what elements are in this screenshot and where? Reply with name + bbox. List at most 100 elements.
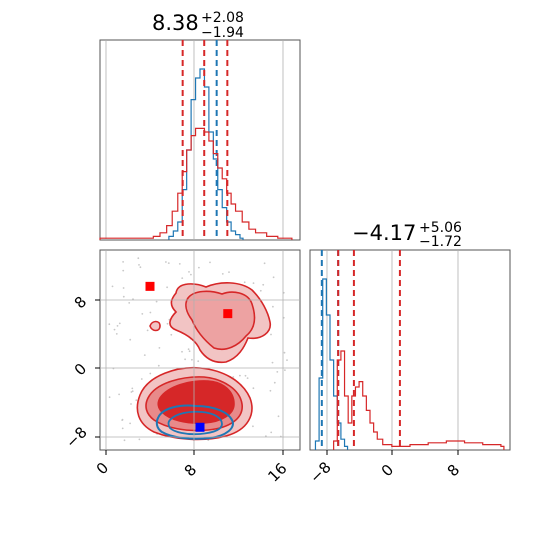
panel-3-xtick-label: 8 <box>181 461 200 480</box>
scatter-point <box>146 329 149 332</box>
panel-1-title-minus: −1.94 <box>201 25 244 41</box>
panel-3-xtick-label: 0 <box>93 459 112 478</box>
scatter-point <box>155 300 158 303</box>
panel-3-ytick-label: −8 <box>62 423 90 451</box>
scatter-point <box>118 393 120 396</box>
scatter-point <box>122 269 125 272</box>
scatter-point <box>184 358 187 361</box>
joint-upper-mode-inner-contour <box>185 290 256 351</box>
scatter-point <box>122 295 125 298</box>
scatter-point <box>262 283 265 286</box>
scatter-point <box>252 425 254 428</box>
scatter-point <box>270 333 272 336</box>
scatter-point <box>232 376 235 378</box>
scatter-point <box>269 389 272 392</box>
scatter-point <box>113 328 116 331</box>
panel-1-histograms <box>99 40 293 240</box>
scatter-point <box>118 322 121 325</box>
scatter-point <box>284 369 286 371</box>
panel-1-title: 8.38 <box>152 11 199 35</box>
scatter-point <box>221 273 224 275</box>
scatter-point <box>246 377 249 379</box>
scatter-point <box>137 257 140 260</box>
joint-blue-inner-contour <box>167 410 223 436</box>
panel-2-title: −4.17 <box>352 221 416 245</box>
scatter-point <box>273 381 276 384</box>
histogram-series-1 <box>99 127 293 240</box>
scatter-point <box>272 305 274 308</box>
scatter-point <box>130 391 133 393</box>
scatter-point <box>158 347 161 349</box>
panel-1-title-value: 8.38 <box>152 11 199 35</box>
scatter-point <box>115 333 118 335</box>
truth-marker-1 <box>223 309 233 319</box>
truth-marker-2 <box>195 422 205 432</box>
scatter-point <box>170 333 173 336</box>
scatter-point <box>181 277 184 279</box>
histogram-series-1 <box>333 350 505 450</box>
scatter-point <box>141 313 144 315</box>
panel-2-xtick-label: 8 <box>444 461 463 480</box>
scatter-point <box>130 403 132 405</box>
scatter-point <box>187 348 190 351</box>
scatter-point <box>157 364 160 367</box>
scatter-point <box>209 261 211 264</box>
scatter-point <box>138 264 140 266</box>
scatter-point <box>149 372 152 375</box>
scatter-point <box>190 273 192 276</box>
histogram-series-0 <box>168 68 244 240</box>
scatter-point <box>191 358 193 361</box>
scatter-point <box>197 360 200 363</box>
scatter-point <box>178 263 181 265</box>
joint-small-blob <box>149 320 161 332</box>
joint-lower-mode-inner-contour <box>157 380 235 424</box>
scatter-point <box>243 281 246 284</box>
scatter-point <box>131 390 134 393</box>
scatter-point <box>272 276 275 279</box>
scatter-point <box>244 374 247 377</box>
scatter-point <box>276 371 279 373</box>
scatter-point <box>252 282 255 284</box>
scatter-point <box>123 439 126 442</box>
panel-2-title-value: −4.17 <box>352 221 416 245</box>
scatter-point <box>188 350 191 353</box>
scatter-point <box>149 311 152 314</box>
scatter-point <box>166 322 169 325</box>
panel-joint: 0 8 16 −8 0 8 <box>62 249 301 486</box>
scatter-point <box>252 387 255 390</box>
scatter-point <box>198 266 200 269</box>
scatter-point <box>259 289 262 292</box>
panel-2-xtick-label: −8 <box>306 458 334 486</box>
scatter-point <box>128 302 131 304</box>
panel-3-ytick-label: 8 <box>71 293 90 312</box>
panel-3-ytick-label: 0 <box>71 360 90 379</box>
histogram-series-0 <box>314 278 349 450</box>
truth-marker-0 <box>145 281 155 291</box>
scatter-point <box>108 323 111 326</box>
scatter-point <box>140 378 143 380</box>
panel-1-title-plus: +2.08 <box>201 10 244 26</box>
panel-2-xtick-label: 0 <box>378 461 397 480</box>
joint-blue-outer-contour <box>155 404 234 440</box>
scatter-point <box>116 325 119 327</box>
panel-2-frame <box>309 249 511 451</box>
panel-2-histograms <box>314 250 505 450</box>
scatter-point <box>165 261 167 263</box>
scatter-point <box>122 261 124 263</box>
scatter-point <box>121 427 124 430</box>
scatter-point <box>239 374 241 377</box>
scatter-point <box>277 415 280 418</box>
panel-3-xtick-label: 16 <box>264 459 290 485</box>
panel-2-title-plus: +5.06 <box>419 220 462 236</box>
panel-marginal-2: −4.17 +5.06 −1.72 −8 0 8 <box>306 220 511 487</box>
scatter-point <box>122 287 125 289</box>
scatter-point <box>188 271 190 273</box>
scatter-point <box>111 285 114 288</box>
panel-2-title-minus: −1.72 <box>419 234 462 250</box>
scatter-point <box>228 271 230 273</box>
scatter-point <box>181 350 183 353</box>
scatter-point <box>167 262 170 264</box>
scatter-point <box>283 351 286 354</box>
scatter-point <box>143 354 146 356</box>
